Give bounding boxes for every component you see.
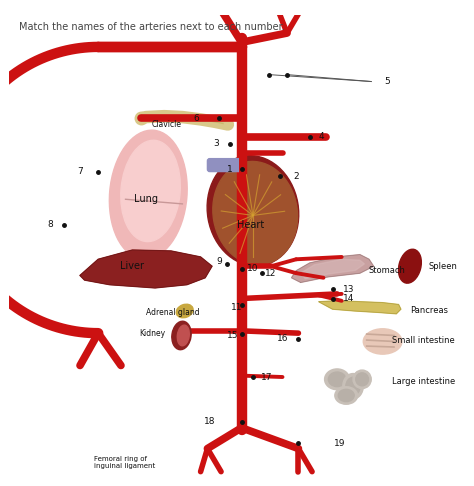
Ellipse shape <box>207 156 299 266</box>
Ellipse shape <box>176 304 193 318</box>
Ellipse shape <box>177 325 189 346</box>
Ellipse shape <box>325 369 350 390</box>
Text: 5: 5 <box>384 77 390 86</box>
Text: 4: 4 <box>319 132 324 141</box>
Text: Spleen: Spleen <box>428 261 457 271</box>
Ellipse shape <box>109 130 187 259</box>
Text: Lung: Lung <box>134 194 158 204</box>
Ellipse shape <box>346 377 360 395</box>
Text: 1: 1 <box>228 165 233 174</box>
Text: Clavicle: Clavicle <box>152 120 182 129</box>
Text: Small intestine: Small intestine <box>392 335 455 345</box>
Text: Stomach: Stomach <box>369 266 406 276</box>
Text: Heart: Heart <box>237 220 264 230</box>
Text: 14: 14 <box>343 294 354 303</box>
Ellipse shape <box>356 373 368 386</box>
Text: 18: 18 <box>204 417 216 426</box>
Polygon shape <box>292 255 374 282</box>
Ellipse shape <box>121 140 180 242</box>
Text: Adrenal gland: Adrenal gland <box>146 308 200 317</box>
Text: 9: 9 <box>216 257 222 266</box>
Ellipse shape <box>399 249 421 283</box>
FancyBboxPatch shape <box>208 158 244 172</box>
Text: inguinal ligament: inguinal ligament <box>94 463 155 469</box>
Ellipse shape <box>328 372 346 386</box>
Polygon shape <box>319 301 401 314</box>
Ellipse shape <box>353 370 371 389</box>
Text: 16: 16 <box>277 334 288 343</box>
Text: 8: 8 <box>47 220 53 229</box>
Text: 7: 7 <box>77 167 83 176</box>
Text: 3: 3 <box>214 139 219 148</box>
Text: 13: 13 <box>343 285 354 294</box>
Text: 11: 11 <box>231 303 243 312</box>
Polygon shape <box>301 260 365 278</box>
Text: 15: 15 <box>227 331 238 340</box>
Ellipse shape <box>363 329 402 354</box>
Ellipse shape <box>338 389 354 401</box>
Text: 17: 17 <box>261 372 273 382</box>
Ellipse shape <box>335 387 357 404</box>
Text: 2: 2 <box>293 172 299 181</box>
Ellipse shape <box>213 161 298 265</box>
Text: Match the names of the arteries next to each number.: Match the names of the arteries next to … <box>18 21 284 32</box>
Text: Pancreas: Pancreas <box>410 306 448 314</box>
Text: Femoral ring of: Femoral ring of <box>94 456 146 462</box>
Text: 12: 12 <box>265 269 277 278</box>
Text: 19: 19 <box>334 438 345 448</box>
Ellipse shape <box>343 374 363 399</box>
Text: Large intestine: Large intestine <box>392 377 455 386</box>
Text: 10: 10 <box>247 264 259 273</box>
Text: Liver: Liver <box>120 261 145 271</box>
Polygon shape <box>80 250 212 288</box>
Text: 6: 6 <box>193 114 199 123</box>
Text: Kidney: Kidney <box>139 329 165 338</box>
Ellipse shape <box>172 321 191 350</box>
